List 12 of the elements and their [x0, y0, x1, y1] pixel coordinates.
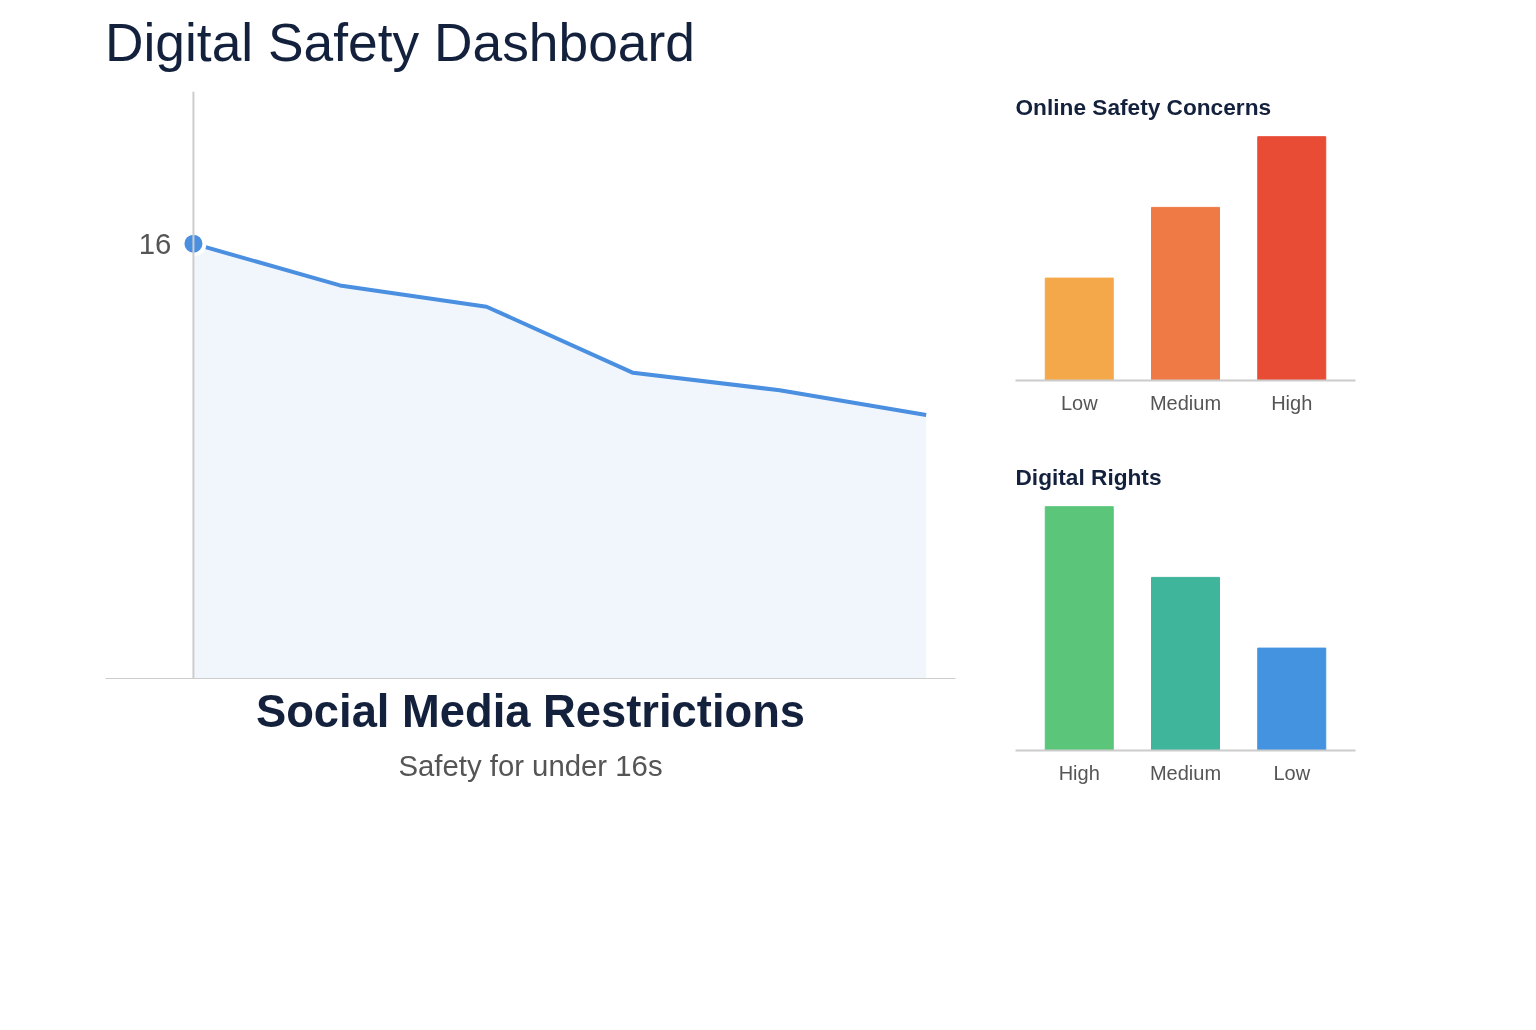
text: Digital Safety Dashboard	[105, 12, 695, 74]
x-tick-label: Medium	[1149, 391, 1222, 414]
x-tick-label: High	[1271, 391, 1313, 414]
x-tick-label: Low	[1273, 761, 1311, 784]
chart-title: Online Safety Concerns	[1015, 93, 1272, 120]
text: Safety for under 16s	[398, 748, 663, 782]
chart-title: Digital Rights	[1015, 463, 1162, 490]
annotation: 16	[138, 226, 172, 260]
x-tick-label: High	[1058, 761, 1100, 784]
x-tick-label: Low	[1060, 391, 1099, 414]
text: Social Media Restrictions	[255, 685, 806, 737]
x-tick-label: Medium	[1149, 761, 1222, 784]
